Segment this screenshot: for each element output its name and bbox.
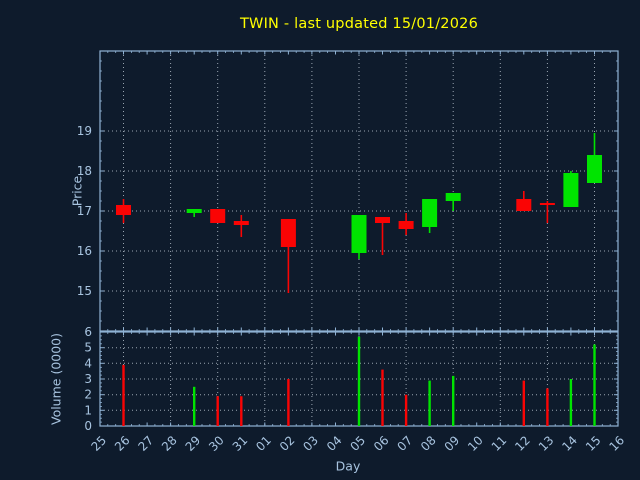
candle-body <box>587 155 602 183</box>
day-tick-label: 30 <box>206 433 227 454</box>
gridlines <box>100 51 618 426</box>
day-tick-label: 07 <box>395 433 416 454</box>
day-axis-label: Day <box>335 458 361 474</box>
candle-body <box>210 209 226 223</box>
candle-body <box>445 193 461 201</box>
volume-tick-label: 6 <box>84 325 92 339</box>
day-tick-label: 28 <box>159 433 180 454</box>
price-tick-label: 16 <box>77 244 92 258</box>
x-tick-labels: 25 26 27 28 29 30 31 01 02 03 04 05 06 07 08 09 10 11 12 13… <box>88 433 627 454</box>
day-tick-label: 27 <box>136 433 157 454</box>
candle-body <box>351 215 367 253</box>
candle-body <box>116 205 131 215</box>
day-tick-label: 08 <box>418 433 439 454</box>
price-tick-label: 18 <box>77 164 92 178</box>
y-tick-labels: 15 16 17 18 19 0 12 3 45 6 <box>77 124 92 433</box>
day-tick-label: 06 <box>371 433 392 454</box>
day-tick-label: 15 <box>583 433 604 454</box>
day-tick-label: 03 <box>300 433 321 454</box>
price-tick-label: 19 <box>77 124 92 138</box>
price-tick-label: 15 <box>77 284 92 298</box>
candle-body <box>563 173 579 207</box>
candle-body <box>280 219 296 247</box>
day-tick-label: 11 <box>489 433 510 454</box>
volume-bars <box>122 336 596 426</box>
day-tick-label: 16 <box>606 433 627 454</box>
candle-body <box>539 203 555 205</box>
candle-body <box>186 209 202 213</box>
day-tick-label: 31 <box>230 433 251 454</box>
day-tick-label: 09 <box>442 433 463 454</box>
volume-tick-label: 0 <box>84 419 92 433</box>
candle-body <box>422 199 438 227</box>
volume-tick-label: 3 <box>84 372 92 386</box>
day-tick-label: 05 <box>347 433 368 454</box>
volume-tick-label: 5 <box>84 341 92 355</box>
price-tick-label: 17 <box>77 204 92 218</box>
tick-marks <box>99 50 619 427</box>
day-tick-label: 25 <box>88 433 109 454</box>
candle-body <box>375 217 390 223</box>
volume-tick-label: 2 <box>84 388 92 402</box>
candle-body <box>516 199 532 211</box>
day-tick-label: 01 <box>253 433 274 454</box>
chart-title: TWIN - last updated 15/01/2026 <box>239 16 478 32</box>
day-tick-label: 13 <box>536 433 557 454</box>
candle-body <box>233 221 249 225</box>
day-tick-label: 26 <box>112 433 133 454</box>
candle-body <box>398 221 414 229</box>
day-tick-label: 12 <box>512 433 533 454</box>
day-tick-label: 14 <box>559 433 580 454</box>
volume-tick-label: 4 <box>84 356 92 370</box>
day-tick-label: 29 <box>183 433 204 454</box>
day-tick-label: 10 <box>465 433 486 454</box>
day-tick-label: 02 <box>277 433 298 454</box>
candlesticks <box>116 133 602 293</box>
volume-tick-label: 1 <box>84 403 92 417</box>
day-tick-label: 04 <box>324 433 345 454</box>
